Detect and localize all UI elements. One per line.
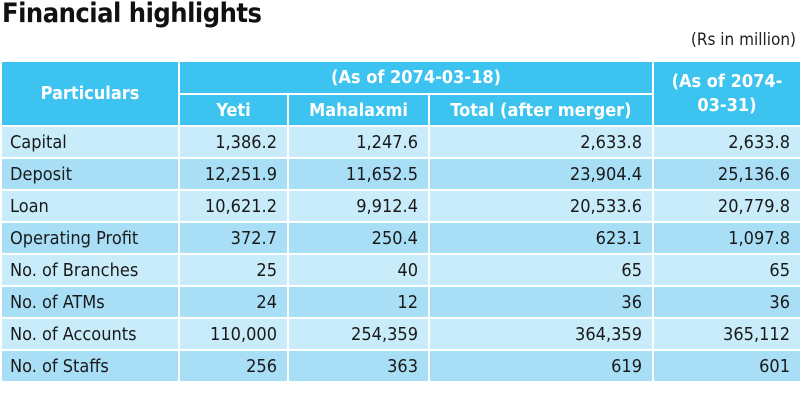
table-body: Capital 1,386.2 1,247.6 2,633.8 2,633.8 Depos… bbox=[0, 125, 800, 383]
value-cell: 1,247.6 bbox=[287, 125, 430, 159]
value-cell: 20,779.8 bbox=[652, 189, 800, 223]
value-cell: 9,912.4 bbox=[287, 189, 430, 223]
table-row: No. of Accounts 110,000 254,359 364,359 365,… bbox=[0, 317, 800, 351]
label-cell: No. of Staffs bbox=[0, 349, 180, 383]
value-cell: 23,904.4 bbox=[428, 157, 654, 191]
value-cell: 11,652.5 bbox=[287, 157, 430, 191]
value-cell: 365,112 bbox=[652, 317, 800, 351]
table-row: No. of Staffs 256 363 619 601 bbox=[0, 349, 800, 383]
value-cell: 36 bbox=[652, 285, 800, 319]
table-row: No. of Branches 25 40 65 65 bbox=[0, 253, 800, 287]
label-cell: No. of Accounts bbox=[0, 317, 180, 351]
header-cell: Mahalaxmi bbox=[287, 93, 430, 127]
unit-note: (Rs in million) bbox=[690, 30, 796, 50]
value-cell: 254,359 bbox=[287, 317, 430, 351]
value-cell: 65 bbox=[652, 253, 800, 287]
value-cell: 623.1 bbox=[428, 221, 654, 255]
value-cell: 619 bbox=[428, 349, 654, 383]
value-cell: 2,633.8 bbox=[428, 125, 654, 159]
table-header: Particulars (As of 2074-03-18) (As of 20… bbox=[0, 60, 800, 127]
table: Particulars (As of 2074-03-18) (As of 20… bbox=[0, 60, 800, 383]
value-cell: 110,000 bbox=[178, 317, 289, 351]
header-row: Particulars (As of 2074-03-18) (As of 20… bbox=[0, 60, 800, 127]
table-row: No. of ATMs 24 12 36 36 bbox=[0, 285, 800, 319]
label-cell: No. of ATMs bbox=[0, 285, 180, 319]
header-cell: (As of 2074-03-31) bbox=[652, 60, 800, 127]
value-cell: 601 bbox=[652, 349, 800, 383]
title: Financial highlights bbox=[2, 0, 262, 29]
value-cell: 12,251.9 bbox=[178, 157, 289, 191]
label-cell: No. of Branches bbox=[0, 253, 180, 287]
value-cell: 1,097.8 bbox=[652, 221, 800, 255]
value-cell: 2,633.8 bbox=[652, 125, 800, 159]
value-cell: 65 bbox=[428, 253, 654, 287]
table-row: Deposit 12,251.9 11,652.5 23,904.4 25,136.6 bbox=[0, 157, 800, 191]
header-cell: (As of 2074-03-18) bbox=[178, 60, 654, 95]
table-row: Capital 1,386.2 1,247.6 2,633.8 2,633.8 bbox=[0, 125, 800, 159]
label-cell: Deposit bbox=[0, 157, 180, 191]
value-cell: 250.4 bbox=[287, 221, 430, 255]
value-cell: 40 bbox=[287, 253, 430, 287]
value-cell: 363 bbox=[287, 349, 430, 383]
header-cell: Total (after merger) bbox=[428, 93, 654, 127]
table-row: Operating Profit 372.7 250.4 623.1 1,097.8 bbox=[0, 221, 800, 255]
value-cell: 36 bbox=[428, 285, 654, 319]
value-cell: 25,136.6 bbox=[652, 157, 800, 191]
value-cell: 12 bbox=[287, 285, 430, 319]
table-row: Loan 10,621.2 9,912.4 20,533.6 20,779.8 bbox=[0, 189, 800, 223]
value-cell: 25 bbox=[178, 253, 289, 287]
value-cell: 372.7 bbox=[178, 221, 289, 255]
value-cell: 10,621.2 bbox=[178, 189, 289, 223]
label-cell: Capital bbox=[0, 125, 180, 159]
header-row: Yeti Mahalaxmi Total (after merger) bbox=[1, 93, 800, 127]
value-cell: 1,386.2 bbox=[178, 125, 289, 159]
value-cell: 364,359 bbox=[428, 317, 654, 351]
header-cell: Particulars bbox=[0, 60, 180, 127]
label-cell: Loan bbox=[0, 189, 180, 223]
value-cell: 20,533.6 bbox=[428, 189, 654, 223]
value-cell: 256 bbox=[178, 349, 289, 383]
value-cell: 24 bbox=[178, 285, 289, 319]
header-cell: Yeti bbox=[178, 93, 289, 127]
label-cell: Operating Profit bbox=[0, 221, 180, 255]
